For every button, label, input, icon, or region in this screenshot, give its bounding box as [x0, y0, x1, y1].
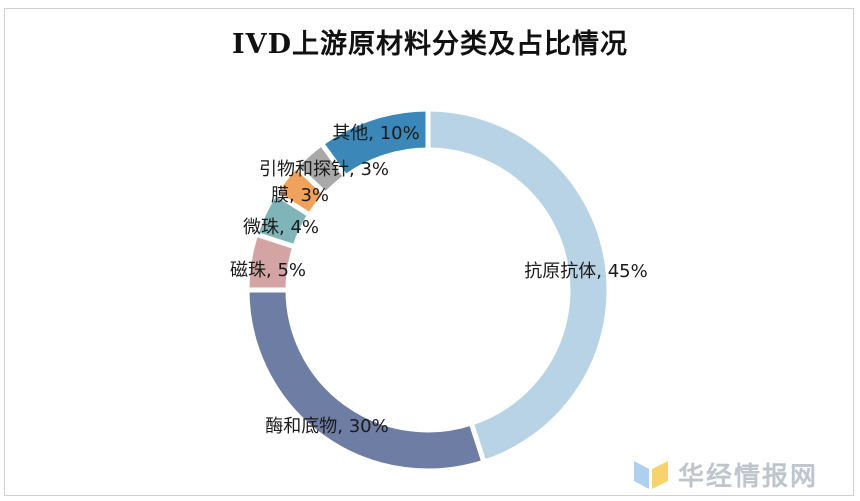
slice-label-5: 膜, 3%: [271, 185, 329, 206]
chart-frame: [4, 8, 854, 496]
slice-1: [425, 106, 612, 466]
watermark-logo-icon: [634, 461, 668, 489]
slice-2: [244, 287, 488, 474]
watermark: 华经情报网: [632, 454, 818, 494]
chart-title: IVD上游原材料分类及占比情况: [232, 29, 628, 60]
slice-label-2: 酶和底物, 30%: [265, 416, 388, 437]
slice-label-1: 抗原抗体, 45%: [524, 261, 647, 282]
slice-label-4: 微珠, 4%: [243, 217, 319, 238]
slice-7: [318, 106, 431, 181]
slice-label-3: 磁珠, 5%: [230, 260, 306, 281]
watermark-text: 华经情报网: [678, 461, 819, 492]
slice-label-7: 其他, 10%: [332, 123, 419, 144]
slice-label-6: 引物和探针, 3%: [259, 159, 389, 180]
